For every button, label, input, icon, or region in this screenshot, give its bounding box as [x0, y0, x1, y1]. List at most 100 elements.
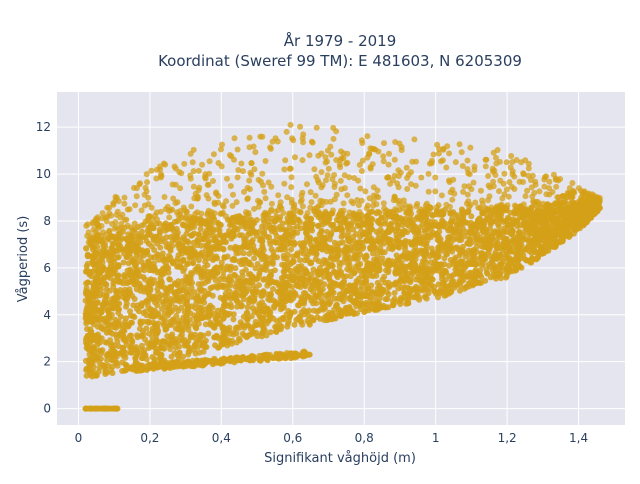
data-point [288, 184, 294, 190]
data-point [436, 247, 442, 253]
data-point [346, 174, 352, 180]
data-point [205, 331, 211, 337]
data-point [479, 197, 485, 203]
data-point [358, 216, 364, 222]
data-point [148, 168, 154, 174]
data-point [206, 182, 212, 188]
data-point [341, 298, 347, 304]
data-point [139, 207, 145, 213]
data-point [472, 280, 478, 286]
data-point [238, 304, 244, 310]
data-point [374, 258, 380, 264]
data-point [323, 177, 329, 183]
data-point [364, 286, 370, 292]
data-point [191, 195, 197, 201]
data-point [136, 281, 142, 287]
data-point [256, 282, 262, 288]
data-point [557, 220, 563, 226]
data-point [127, 286, 133, 292]
data-point [173, 182, 179, 188]
data-point [406, 223, 412, 229]
data-point [530, 198, 536, 204]
data-point [95, 299, 101, 305]
data-point [166, 214, 172, 220]
data-point [315, 177, 321, 183]
data-point [290, 137, 296, 143]
data-point [185, 238, 191, 244]
data-point [234, 299, 240, 305]
data-point [199, 162, 205, 168]
data-point [503, 218, 509, 224]
data-point [399, 260, 405, 266]
data-point [243, 279, 249, 285]
data-point [187, 310, 193, 316]
data-point [481, 225, 487, 231]
data-point [132, 248, 138, 254]
data-point [154, 349, 160, 355]
data-point [94, 244, 100, 250]
data-point [497, 178, 503, 184]
data-point [430, 268, 436, 274]
data-point [84, 263, 90, 269]
data-point [226, 288, 232, 294]
data-point [139, 247, 145, 253]
data-point [254, 233, 260, 239]
data-point [206, 196, 212, 202]
data-point [162, 194, 168, 200]
data-point [119, 322, 125, 328]
data-point [403, 272, 409, 278]
data-point [154, 286, 160, 292]
data-point [238, 261, 244, 267]
data-point [413, 159, 419, 165]
data-point [314, 125, 320, 131]
data-point [83, 246, 89, 252]
data-point [399, 218, 405, 224]
data-point [544, 201, 550, 207]
data-point [123, 304, 129, 310]
data-point [446, 150, 452, 156]
data-point [101, 278, 107, 284]
data-point [375, 263, 381, 269]
data-point [466, 281, 472, 287]
data-point [374, 229, 380, 235]
data-point [122, 195, 128, 201]
data-point [313, 193, 319, 199]
data-point [491, 242, 497, 248]
data-point [552, 220, 558, 226]
data-point [252, 149, 258, 155]
chart-title-line-1: År 1979 - 2019 [284, 31, 397, 50]
data-point [281, 253, 287, 259]
data-point [534, 256, 540, 262]
data-point [383, 296, 389, 302]
data-point [198, 288, 204, 294]
data-point [409, 242, 415, 248]
data-point [399, 231, 405, 237]
data-point [357, 261, 363, 267]
data-point [143, 325, 149, 331]
data-point [173, 200, 179, 206]
data-point [230, 203, 236, 209]
data-point [318, 217, 324, 223]
data-point [529, 216, 535, 222]
data-point [268, 292, 274, 298]
data-point [511, 174, 517, 180]
data-point [176, 252, 182, 258]
data-point [87, 356, 93, 362]
data-point [249, 160, 255, 166]
data-point [537, 237, 543, 243]
data-point [104, 330, 110, 336]
data-point [379, 237, 385, 243]
data-point [294, 223, 300, 229]
data-point [429, 246, 435, 252]
data-point [499, 195, 505, 201]
data-point [345, 261, 351, 267]
data-point [398, 170, 404, 176]
data-point [445, 237, 451, 243]
data-point [333, 128, 339, 134]
data-point [236, 213, 242, 219]
data-point [202, 174, 208, 180]
data-point [209, 209, 215, 215]
data-point [149, 339, 155, 345]
data-point [245, 232, 251, 238]
data-point [223, 213, 229, 219]
